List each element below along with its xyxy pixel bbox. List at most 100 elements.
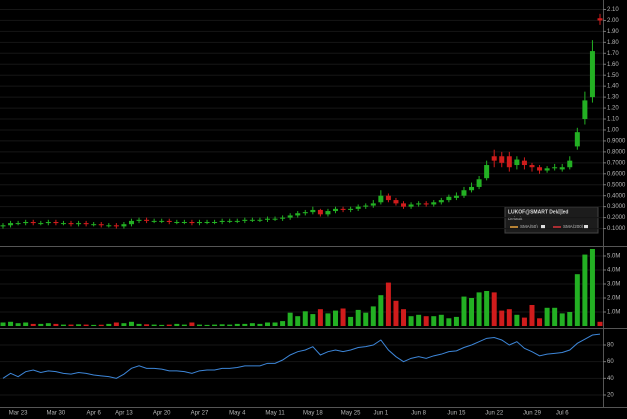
volume-bar <box>401 309 407 326</box>
candle-body <box>234 220 240 222</box>
y-tick-label: 40 <box>607 376 614 382</box>
candle-body <box>348 208 354 210</box>
x-tick-label: Jun 1 <box>374 411 389 417</box>
candle-body <box>76 223 82 225</box>
candle-body <box>128 220 134 225</box>
volume-bar <box>227 324 233 326</box>
y-tick-label: 2.0M <box>607 296 620 302</box>
candle-body <box>8 223 14 226</box>
y-tick-label: 1.00 <box>607 128 619 134</box>
legend-toggle[interactable] <box>584 225 588 229</box>
candle-body <box>257 219 263 221</box>
y-tick-label: 0.6000 <box>607 171 626 177</box>
study-box-icon[interactable] <box>558 209 563 214</box>
candle-body <box>98 224 104 226</box>
volume-bar <box>537 318 543 326</box>
volume-bar <box>287 312 293 326</box>
y-tick-label: 80 <box>607 343 614 349</box>
candle-body <box>227 220 233 222</box>
candle-body <box>15 223 21 225</box>
volume-bar <box>484 290 490 326</box>
volume-bar <box>174 323 180 326</box>
candle-body <box>174 221 180 223</box>
volume-bar <box>574 274 580 326</box>
legend-label: SMA(200) <box>563 224 584 229</box>
study-box[interactable]: LUKOF@SMART Delayed Default SMA(50) SMA(2… <box>504 206 599 234</box>
y-tick-label: 20 <box>607 393 614 399</box>
candle-body <box>151 220 157 222</box>
candle-body <box>370 203 376 206</box>
candle-body <box>0 225 6 227</box>
y-tick-label: 1.20 <box>607 106 619 112</box>
x-tick-label: Jun 22 <box>485 411 504 417</box>
candle-body <box>121 224 127 227</box>
candle-body <box>355 206 361 209</box>
candle-body <box>491 156 497 161</box>
volume-bar <box>8 321 14 326</box>
x-tick-label: May 18 <box>303 411 323 417</box>
candle-body <box>333 208 339 212</box>
candle-body <box>113 225 119 227</box>
y-tick-label: 60 <box>607 359 614 365</box>
volume-bar <box>582 254 588 326</box>
volume-bar <box>219 324 225 326</box>
volume-bar <box>453 316 459 326</box>
volume-bar <box>499 310 505 326</box>
y-tick-label: 0.3000 <box>607 204 626 210</box>
y-tick-label: 1.80 <box>607 40 619 46</box>
volume-bar <box>355 309 361 326</box>
y-tick-label: 2.10 <box>607 7 619 13</box>
y-tick-label: 1.40 <box>607 84 619 90</box>
volume-bar <box>144 324 150 326</box>
candle-body <box>574 132 580 147</box>
volume-bar <box>514 314 520 326</box>
candle-body <box>408 204 414 207</box>
y-tick-label: 0.4000 <box>607 193 626 199</box>
volume-bar <box>128 321 134 326</box>
x-tick-label: Apr 20 <box>153 411 171 417</box>
volume-bar <box>166 324 172 326</box>
indicator-line <box>2 333 601 379</box>
volume-bar <box>76 324 82 326</box>
candle-body <box>461 190 467 196</box>
candle-body <box>499 156 505 163</box>
candle-body <box>514 159 520 166</box>
candle-body <box>589 51 595 98</box>
candle-body <box>325 211 331 215</box>
y-tick-label: 0.9000 <box>607 139 626 145</box>
legend-toggle[interactable] <box>541 225 545 229</box>
x-tick-label: May 4 <box>229 411 246 417</box>
candle-body <box>53 221 59 224</box>
volume-bar <box>491 292 497 326</box>
candle-body <box>136 219 142 221</box>
y-tick-label: 1.30 <box>607 95 619 101</box>
volume-bar <box>30 323 36 326</box>
y-tick-label: 1.60 <box>607 62 619 68</box>
candle-body <box>242 219 248 221</box>
volume-bar <box>60 324 66 326</box>
candle-body <box>302 212 308 214</box>
x-tick-label: Mar 30 <box>47 411 66 417</box>
volume-bar <box>597 321 603 326</box>
candle-body <box>506 156 512 168</box>
candle-body <box>423 203 429 205</box>
y-tick-label: 0.5000 <box>607 182 626 188</box>
volume-bar <box>121 323 127 326</box>
candle-body <box>144 219 150 221</box>
volume-bar <box>151 324 157 326</box>
candle-body <box>310 209 316 213</box>
volume-bar <box>189 322 195 326</box>
candle-body <box>453 195 459 198</box>
volume-bar <box>272 322 278 326</box>
volume-bar <box>204 324 210 326</box>
candle-body <box>340 208 346 210</box>
x-tick-label: Jun 29 <box>523 411 542 417</box>
candle-body <box>537 167 543 171</box>
candle-body <box>249 219 255 221</box>
volume-bar <box>68 324 74 326</box>
x-tick-label: Apr 27 <box>191 411 209 417</box>
volume-bar <box>23 322 29 326</box>
volume-bar <box>469 297 475 326</box>
volume-bar <box>264 322 270 326</box>
volume-bar <box>476 292 482 326</box>
